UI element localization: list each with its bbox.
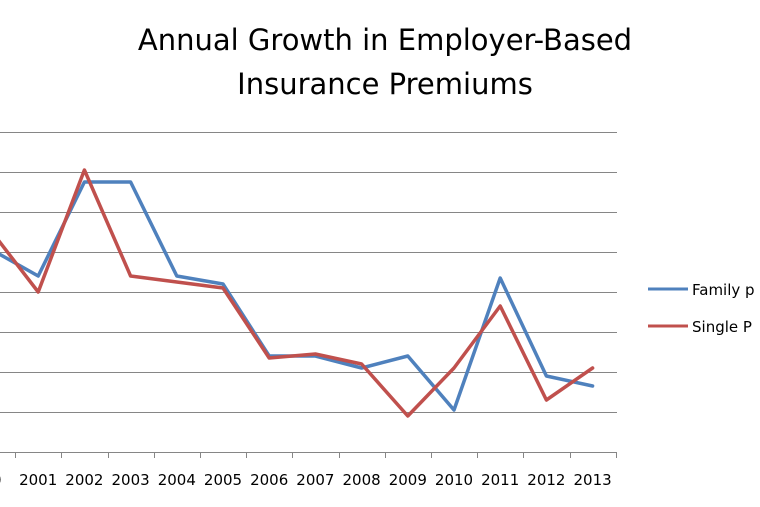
x-tick-label: 2001 [19,471,57,489]
chart-title: Annual Growth in Employer-Based Insuranc… [138,23,632,101]
chart-title-line-2: Insurance Premiums [237,67,533,101]
x-tick-label: 2010 [435,471,473,489]
x-tick-label: 2012 [527,471,565,489]
x-tick-label: 2009 [389,471,427,489]
y-gridlines [0,132,617,413]
chart-title-line-1: Annual Growth in Employer-Based [138,23,632,57]
series-lines [0,168,595,418]
x-tick-label: 2004 [158,471,196,489]
series-line-single [0,168,595,418]
x-axis: 00 2001 2002 2003 2004 2005 2006 2007 2008 2009 20… [0,452,617,489]
x-tick-label: 2011 [481,471,519,489]
x-tick-label: 2006 [250,471,288,489]
x-tick-label: 2013 [574,471,612,489]
x-tick-label: 2005 [204,471,242,489]
x-tick-label: 00 [0,471,2,489]
legend-label-single: Single P [692,318,752,336]
series-line-family [0,180,595,412]
legend: Family p Single P [648,281,755,336]
x-tick-label: 2002 [65,471,103,489]
legend-label-family: Family p [692,281,755,299]
x-tick-label: 2008 [343,471,381,489]
x-tick-label: 2007 [296,471,334,489]
x-tick-label: 2003 [112,471,150,489]
